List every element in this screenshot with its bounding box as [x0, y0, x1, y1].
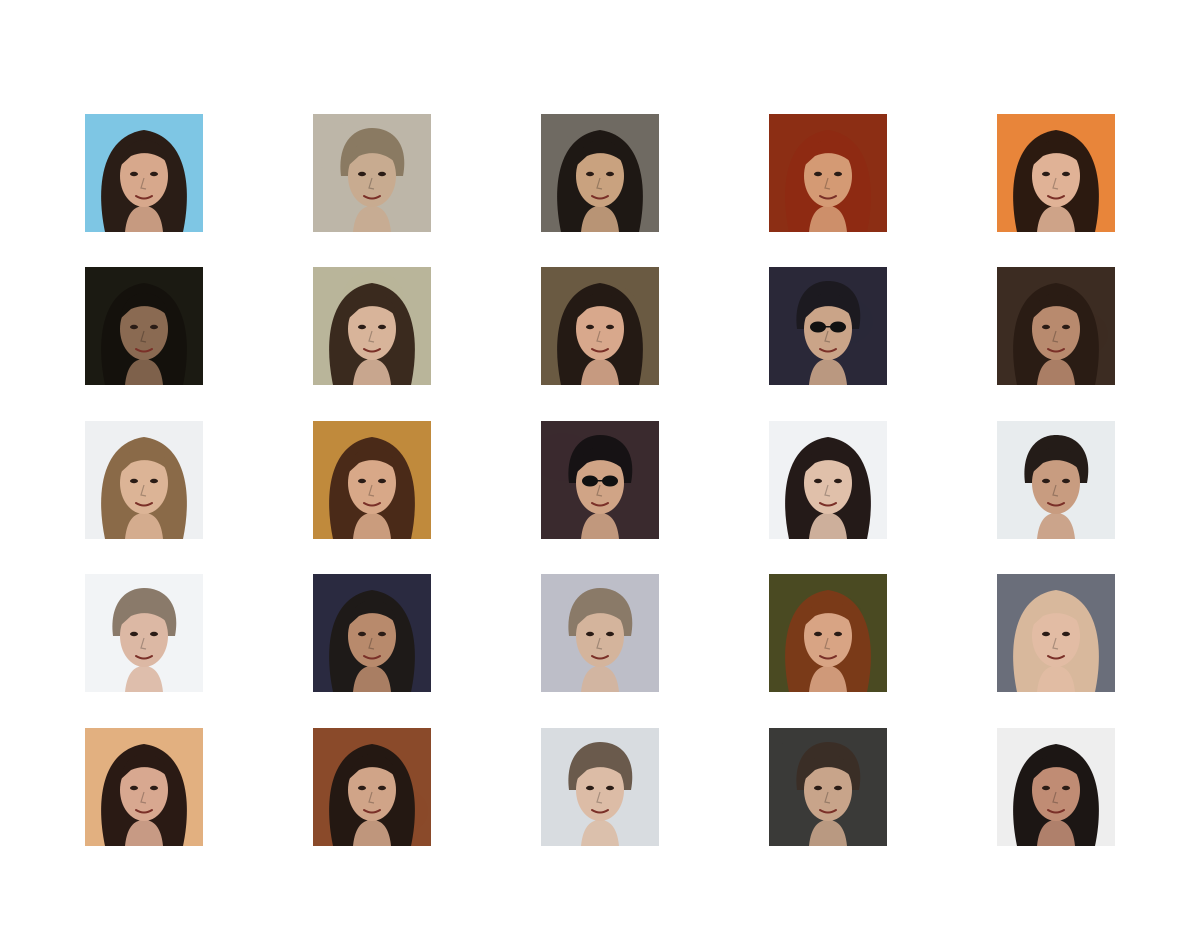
face-image — [313, 421, 431, 539]
face-image — [313, 267, 431, 385]
face-image — [997, 728, 1115, 846]
face-tile — [769, 421, 887, 539]
face-tile — [769, 267, 887, 385]
face-tile — [769, 728, 887, 846]
face-image — [541, 728, 659, 846]
face-image — [313, 728, 431, 846]
face-image — [997, 114, 1115, 232]
face-image — [769, 728, 887, 846]
face-tile — [85, 574, 203, 692]
face-tile — [85, 267, 203, 385]
face-image — [85, 421, 203, 539]
face-tile — [313, 728, 431, 846]
face-tile — [541, 114, 659, 232]
face-tile — [997, 421, 1115, 539]
face-tile — [85, 421, 203, 539]
face-tile — [769, 114, 887, 232]
face-image — [85, 728, 203, 846]
face-tile — [541, 728, 659, 846]
face-tile — [997, 728, 1115, 846]
face-tile — [541, 574, 659, 692]
face-image — [85, 114, 203, 232]
face-image — [997, 421, 1115, 539]
face-tile — [313, 421, 431, 539]
face-image — [769, 267, 887, 385]
face-image — [85, 574, 203, 692]
face-image — [997, 267, 1115, 385]
face-tile — [541, 267, 659, 385]
face-tile — [313, 574, 431, 692]
face-image — [769, 574, 887, 692]
face-image — [997, 574, 1115, 692]
face-tile — [85, 728, 203, 846]
face-tile — [997, 574, 1115, 692]
face-image — [313, 114, 431, 232]
face-image — [85, 267, 203, 385]
face-image — [769, 421, 887, 539]
face-tile — [541, 421, 659, 539]
face-image — [541, 267, 659, 385]
face-image — [313, 574, 431, 692]
face-image — [541, 574, 659, 692]
face-tile — [997, 267, 1115, 385]
face-image — [541, 421, 659, 539]
face-tile — [769, 574, 887, 692]
face-tile — [997, 114, 1115, 232]
face-image — [541, 114, 659, 232]
face-image — [769, 114, 887, 232]
face-tile — [313, 267, 431, 385]
face-tile — [313, 114, 431, 232]
face-tile — [85, 114, 203, 232]
